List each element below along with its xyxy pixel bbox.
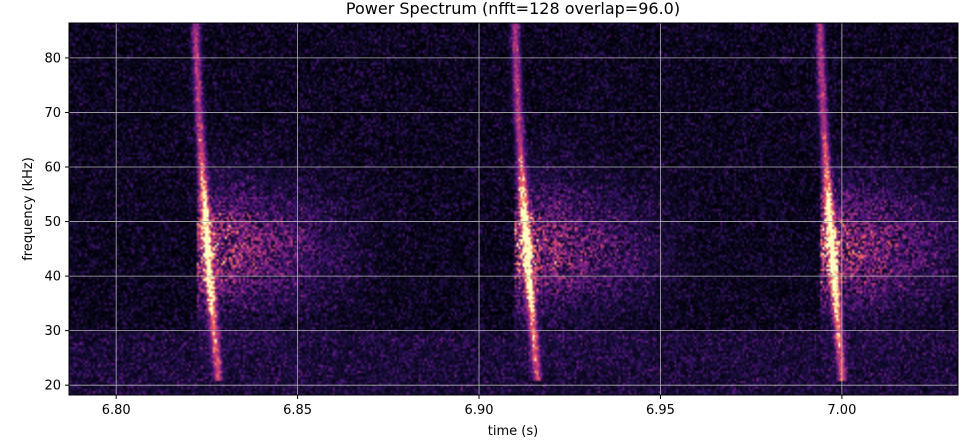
x-tick-label: 6.80 — [102, 403, 131, 418]
y-tick-label: 70 — [44, 106, 61, 121]
x-tick-label: 7.00 — [827, 403, 856, 418]
y-axis-label: frequency (kHz) — [21, 157, 36, 261]
y-tick-label: 20 — [44, 379, 61, 394]
spectrogram-heatmap — [69, 23, 958, 395]
y-tick-label: 60 — [44, 161, 61, 176]
y-tick-label: 50 — [44, 215, 61, 230]
plot-frame — [68, 22, 959, 396]
y-tick-label: 30 — [44, 324, 61, 339]
y-tick-label: 40 — [44, 270, 61, 285]
y-tick-label: 80 — [44, 51, 61, 66]
x-tick-label: 6.90 — [465, 403, 494, 418]
x-tick-label: 6.95 — [646, 403, 675, 418]
x-axis-label: time (s) — [488, 424, 538, 439]
chart-title: Power Spectrum (nfft=128 overlap=96.0) — [346, 0, 680, 18]
x-tick-label: 6.85 — [283, 403, 312, 418]
